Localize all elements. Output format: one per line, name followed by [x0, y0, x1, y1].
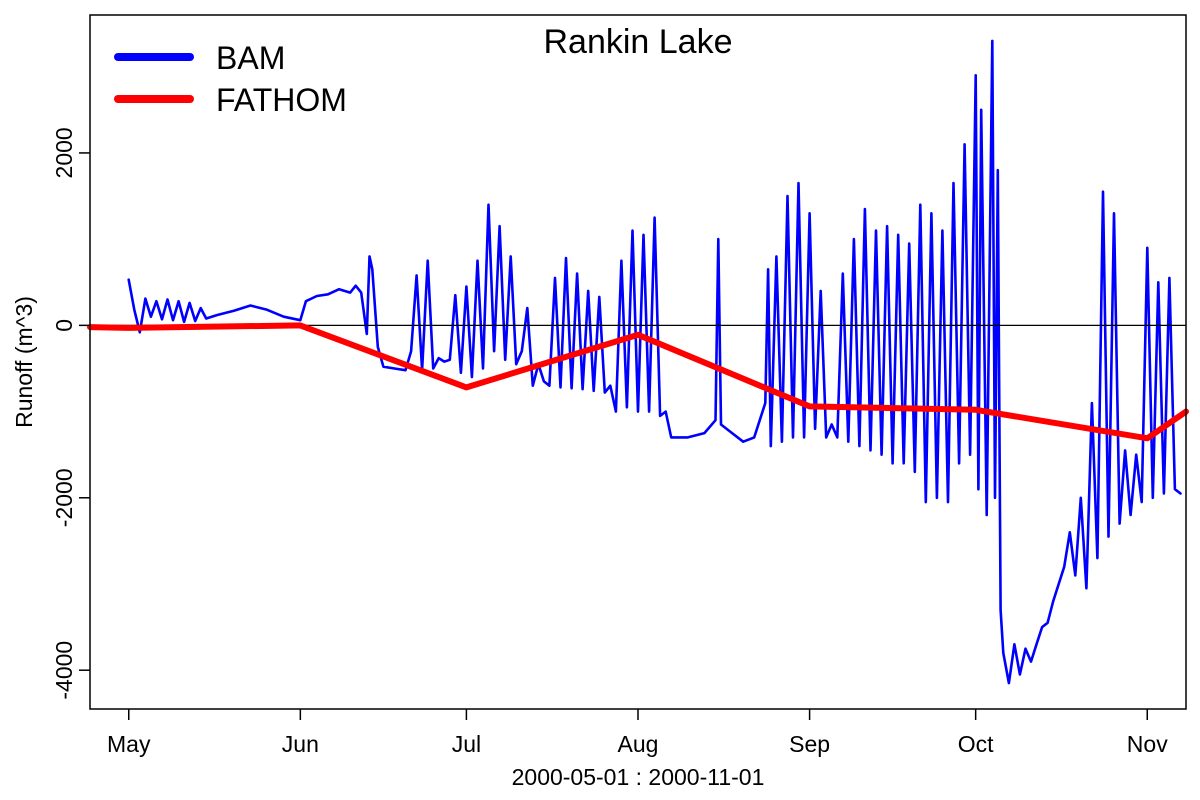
series-layer [127, 39, 1182, 685]
y-axis: 2000 0 -2000 -4000 [51, 127, 90, 700]
series-line-fathom [87, 322, 1189, 442]
y-tick-label: -2000 [51, 468, 77, 527]
x-tick-label: Oct [958, 731, 994, 757]
x-tick-label: Nov [1127, 731, 1168, 757]
y-tick-label: -4000 [51, 641, 77, 700]
plot-frame [89, 14, 1187, 710]
legend: BAM FATHOM [114, 40, 347, 118]
x-tick-label: Jun [282, 731, 319, 757]
x-tick-label: May [107, 731, 151, 757]
x-tick-label: Jul [452, 731, 481, 757]
chart-title: Rankin Lake [543, 23, 732, 61]
series-line-bam [127, 39, 1182, 685]
y-axis-title: Runoff (m^3) [11, 296, 37, 428]
x-axis-title: 2000-05-01 : 2000-11-01 [512, 764, 765, 790]
x-axis: May Jun Jul Aug Sep Oct Nov [107, 709, 1168, 757]
x-tick-label: Sep [789, 731, 830, 757]
fathom-layer [87, 322, 1189, 442]
x-tick-label: Aug [618, 731, 659, 757]
legend-label-fathom: FATHOM [216, 82, 347, 118]
legend-label-bam: BAM [216, 40, 285, 76]
y-tick-label: 2000 [51, 127, 77, 178]
y-tick-label: 0 [51, 319, 77, 332]
